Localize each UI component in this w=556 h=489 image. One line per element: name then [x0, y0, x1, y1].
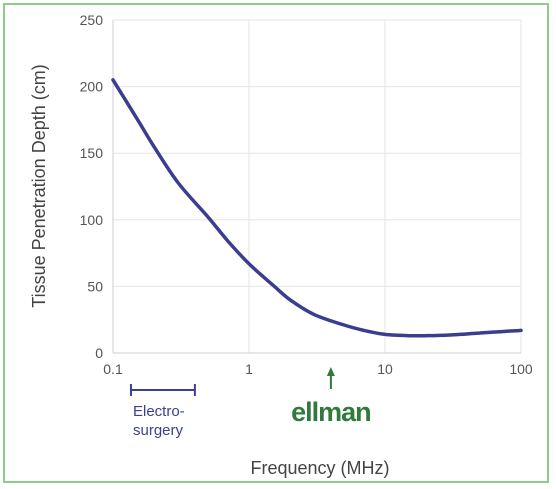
x-tick-label: 100	[509, 361, 533, 377]
grid	[112, 19, 522, 354]
chart-frame	[3, 3, 549, 483]
y-tick-label: 50	[87, 278, 103, 294]
tick-labels: 0 50 100 150 200 250 0.1 1 10 100	[80, 12, 533, 377]
electrosurgery-label: Electro-surgery	[133, 403, 185, 439]
electrosurgery-label-line: surgery	[133, 422, 184, 439]
series-layer	[111, 78, 523, 338]
ellman-arrow-head	[326, 367, 335, 376]
y-tick-label: 200	[80, 79, 104, 95]
x-tick-label: 1	[245, 361, 253, 377]
ellman-logo: ellman	[291, 397, 371, 427]
y-axis-title: Tissue Penetration Depth (cm)	[29, 64, 49, 307]
series-line	[111, 78, 523, 338]
x-tick-label: 10	[377, 361, 393, 377]
x-tick-label: 0.1	[103, 361, 123, 377]
y-tick-label: 250	[80, 12, 104, 28]
y-tick-label: 0	[95, 345, 103, 361]
y-tick-label: 150	[80, 145, 104, 161]
electrosurgery-label-line: Electro-	[133, 403, 185, 420]
x-axis-title: Frequency (MHz)	[250, 458, 389, 478]
y-tick-label: 100	[80, 212, 104, 228]
annotations: Electro-surgery ellman	[129, 367, 372, 439]
